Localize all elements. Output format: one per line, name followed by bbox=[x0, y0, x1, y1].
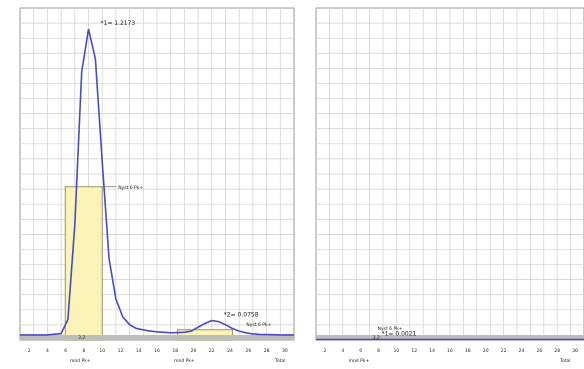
x-tick-label: 8 bbox=[82, 348, 85, 354]
band-label: Nyst 6 Pk+ bbox=[246, 322, 271, 328]
sub-axis-label: mnd Pk+ bbox=[174, 358, 195, 364]
x-tick-label: 6 bbox=[64, 348, 67, 354]
x-tick-label: 22 bbox=[501, 348, 507, 354]
x-tick-label: 10 bbox=[394, 348, 400, 354]
x-tick-label: 6 bbox=[359, 348, 362, 354]
x-tick-label: 18 bbox=[172, 348, 178, 354]
sub-axis-label: Total bbox=[559, 358, 571, 364]
x-tick-label: 18 bbox=[465, 348, 471, 354]
sub-axis-label: mnd Pk+ bbox=[349, 358, 370, 364]
band-label: Nyst 6 Pk+ bbox=[118, 185, 143, 191]
x-tick-label: 16 bbox=[447, 348, 453, 354]
x-tick-label: 10 bbox=[99, 348, 105, 354]
x-tick-label: 22 bbox=[209, 348, 215, 354]
x-tick-label: 12 bbox=[411, 348, 417, 354]
x-tick-label: 12 bbox=[118, 348, 124, 354]
x-tick-label: 28 bbox=[554, 348, 560, 354]
sub-axis-label: mnd Pk+ bbox=[70, 358, 91, 364]
series-line bbox=[20, 28, 294, 336]
baseline-label: 3.2 bbox=[373, 335, 380, 341]
x-tick-label: 14 bbox=[429, 348, 435, 354]
x-tick-label: 28 bbox=[264, 348, 270, 354]
x-tick-label: 20 bbox=[191, 348, 197, 354]
x-tick-label: 26 bbox=[536, 348, 542, 354]
x-tick-label: 30 bbox=[282, 348, 288, 354]
x-tick-label: 8 bbox=[377, 348, 380, 354]
peak-label: *2= 0.0758 bbox=[224, 312, 259, 319]
x-tick-label: 2 bbox=[28, 348, 31, 354]
x-tick-label: 4 bbox=[341, 348, 344, 354]
sub-axis-label: Total bbox=[274, 358, 286, 364]
baseline-bar bbox=[316, 335, 584, 340]
chart-panel-1: *1= 1.2173 *2= 0.0758 Nyst 6 Pk+ Nyst 6 Pk+… bbox=[19, 7, 295, 364]
peak-label: *1= 1.2173 bbox=[101, 20, 136, 27]
x-tick-label: 4 bbox=[46, 348, 49, 354]
band-label: Nyst 6 Pk+ bbox=[378, 326, 403, 332]
x-tick-label: 24 bbox=[519, 348, 525, 354]
x-tick-label: 16 bbox=[154, 348, 160, 354]
peak-label: *1= 0.0021 bbox=[382, 330, 417, 337]
x-tick-label: 14 bbox=[136, 348, 142, 354]
x-tick-label: 30 bbox=[572, 348, 578, 354]
baseline-bar bbox=[20, 335, 294, 340]
x-tick-label: 2 bbox=[323, 348, 326, 354]
x-tick-label: 24 bbox=[227, 348, 233, 354]
x-tick-label: 26 bbox=[245, 348, 251, 354]
baseline-label: 3.2 bbox=[78, 335, 85, 341]
x-tick-label: 20 bbox=[483, 348, 489, 354]
highlight-band bbox=[64, 186, 103, 341]
